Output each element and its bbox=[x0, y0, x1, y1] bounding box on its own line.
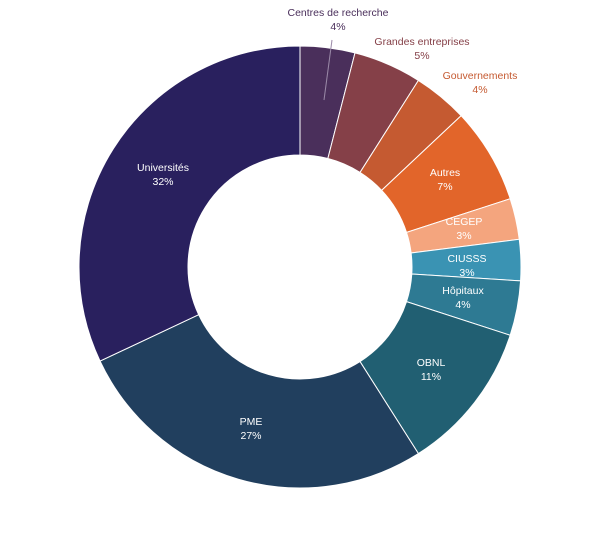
slice-value-centres-de-recherche: 4% bbox=[330, 21, 345, 33]
leader-line-centres-de-recherche bbox=[323, 39, 333, 101]
slice-label-ciusss: CIUSSS bbox=[447, 253, 486, 265]
slice-label-centres-de-recherche: Centres de recherche bbox=[288, 7, 389, 19]
slice-value-universites: 32% bbox=[152, 176, 173, 188]
slice-label-cegep: CEGEP bbox=[446, 216, 483, 228]
slice-value-autres: 7% bbox=[437, 181, 452, 193]
slice-label-universites: Universités bbox=[137, 162, 189, 174]
slice-value-gouvernements: 4% bbox=[472, 84, 487, 96]
slice-value-ciusss: 3% bbox=[459, 267, 474, 279]
slice-label-autres: Autres bbox=[430, 167, 460, 179]
slice-label-hopitaux: Hôpitaux bbox=[442, 285, 484, 297]
slice-label-grandes-entreprises: Grandes entreprises bbox=[374, 36, 469, 48]
slice-label-obnl: OBNL bbox=[417, 357, 446, 369]
slice-value-cegep: 3% bbox=[456, 230, 471, 242]
slice-pme bbox=[99, 314, 420, 489]
slice-value-pme: 27% bbox=[240, 430, 261, 442]
slice-value-hopitaux: 4% bbox=[455, 299, 470, 311]
slice-label-pme: PME bbox=[240, 416, 263, 428]
slice-value-obnl: 11% bbox=[421, 371, 441, 383]
slice-universites bbox=[78, 45, 301, 362]
slice-label-gouvernements: Gouvernements bbox=[443, 70, 518, 82]
slice-value-grandes-entreprises: 5% bbox=[414, 50, 429, 62]
